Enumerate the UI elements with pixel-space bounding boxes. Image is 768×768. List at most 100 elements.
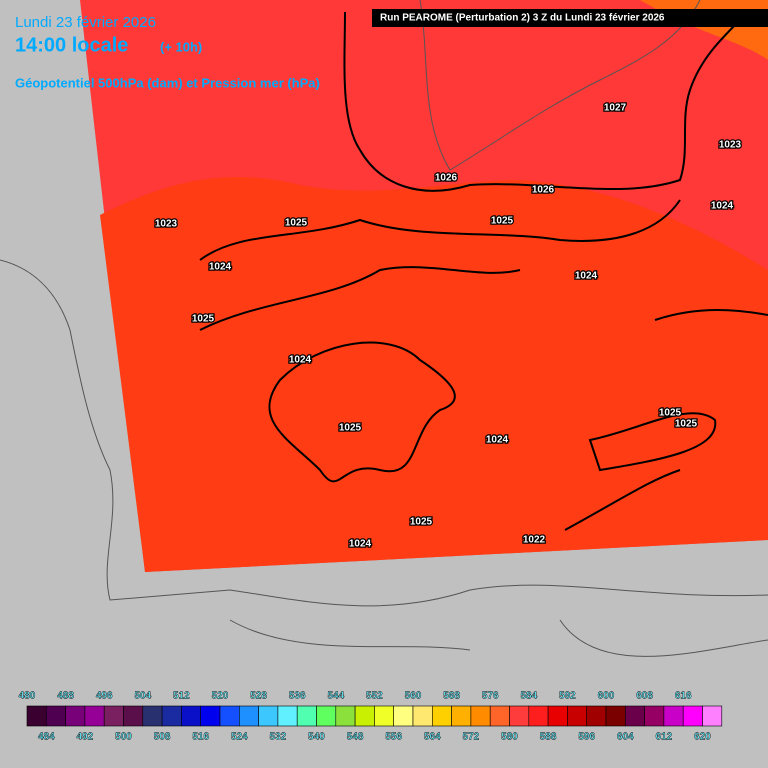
scale-swatch (451, 705, 472, 727)
scale-swatch (239, 705, 259, 727)
scale-label: 568 (443, 691, 460, 702)
scale-label: 604 (617, 732, 634, 743)
isobar-label: 1025 (285, 218, 308, 229)
scale-label: 480 (19, 691, 36, 702)
scale-label: 512 (173, 691, 190, 702)
isobar-label: 1026 (435, 173, 458, 184)
scale-label: 588 (540, 732, 557, 743)
scale-swatch (509, 705, 530, 727)
isobar-label: 1025 (675, 419, 698, 430)
scale-label: 580 (501, 732, 518, 743)
isobar-label: 1025 (659, 408, 682, 419)
offset: (+ 10h) (160, 39, 202, 54)
isobars (199, 11, 768, 531)
scale-label: 576 (482, 691, 499, 702)
scale-swatch (142, 705, 163, 727)
scale-swatch (354, 705, 375, 727)
scale-label: 504 (134, 691, 151, 702)
scale-swatch (374, 705, 394, 727)
scale-swatch (277, 705, 298, 727)
time: 14:00 locale (15, 34, 128, 56)
scale-label: 596 (578, 732, 595, 743)
scale-swatch (412, 705, 433, 727)
isobar-label: 1024 (289, 355, 312, 366)
scale-swatch (624, 705, 645, 727)
scale-label: 548 (347, 732, 364, 743)
field-mid (100, 176, 768, 572)
scale-label: 572 (463, 732, 480, 743)
scale-label: 564 (424, 732, 441, 743)
isobar-label: 1022 (523, 535, 546, 546)
isobar-label: 1024 (486, 435, 509, 446)
scale-swatch (682, 705, 703, 727)
isobar-label: 1024 (209, 262, 232, 273)
scale-swatch (316, 705, 337, 727)
scale-label: 608 (636, 691, 653, 702)
scale-swatch (103, 705, 124, 727)
scale-label: 500 (115, 732, 132, 743)
scale-swatch (335, 705, 356, 727)
color-scale: 480 484 488 492 496 500 504 508 512 516 520 524 528 5… (18, 690, 723, 743)
scale-swatch (586, 705, 607, 727)
scale-swatch (605, 705, 626, 727)
isobar-label: 1025 (339, 423, 362, 434)
run-banner (372, 9, 768, 27)
scale-label: 536 (289, 691, 306, 702)
scale-swatch (489, 705, 510, 727)
scale-swatch (258, 705, 279, 727)
isobar-label: 1024 (349, 539, 372, 550)
scale-swatch (663, 705, 684, 727)
scale-swatch (181, 705, 201, 727)
scale-label: 584 (520, 691, 537, 702)
scale-swatch (431, 705, 452, 727)
scale-label: 488 (57, 691, 74, 702)
isobar-label: 1025 (410, 517, 433, 528)
scale-swatch (84, 705, 105, 727)
scale-label: 612 (656, 732, 673, 743)
scale-label: 532 (270, 732, 287, 743)
scale-swatch (528, 705, 549, 727)
scale-label: 592 (559, 691, 576, 702)
scale-label: 556 (385, 732, 402, 743)
scale-label: 540 (308, 732, 325, 743)
scale-swatch (644, 705, 665, 727)
scale-label: 616 (675, 691, 692, 702)
scale-swatch (26, 705, 47, 727)
scale-swatch (296, 705, 317, 727)
scale-swatch (567, 705, 588, 727)
isobar-label: 1027 (604, 103, 627, 114)
scale-label: 496 (96, 691, 113, 702)
scale-swatch (161, 705, 182, 727)
scale-swatch (219, 705, 240, 727)
isobar-label: 1024 (711, 201, 734, 212)
scale-label: 560 (405, 691, 422, 702)
scale-swatch (547, 705, 568, 727)
scale-swatch (702, 705, 723, 727)
scale-label: 620 (694, 732, 711, 743)
isobar-label: 1026 (532, 185, 555, 196)
scale-label: 492 (77, 732, 94, 743)
isobar-label: 1025 (192, 314, 215, 325)
scale-label: 528 (250, 691, 267, 702)
isobar-label: 1023 (155, 219, 178, 230)
scale-swatch (65, 705, 86, 727)
run-info: Run PEAROME (Perturbation 2) 3 Z du Lund… (380, 13, 665, 24)
scale-swatch (123, 705, 144, 727)
scale-label: 520 (212, 691, 229, 702)
isobar-label: 1024 (575, 271, 598, 282)
isobar-label: 1023 (719, 140, 742, 151)
coastlines (0, 0, 768, 657)
date: Lundi 23 février 2026 (15, 14, 156, 31)
scale-label: 484 (38, 732, 55, 743)
scale-label: 600 (598, 691, 615, 702)
scale-swatch (200, 705, 221, 727)
field-title: Géopotentiel 500hPa (dam) et Pression me… (15, 75, 320, 90)
scale-swatch (45, 705, 66, 727)
scale-label: 524 (231, 732, 248, 743)
scale-swatch (393, 705, 414, 727)
scale-swatch (470, 705, 491, 727)
scale-label: 544 (327, 691, 344, 702)
scale-label: 508 (154, 732, 171, 743)
